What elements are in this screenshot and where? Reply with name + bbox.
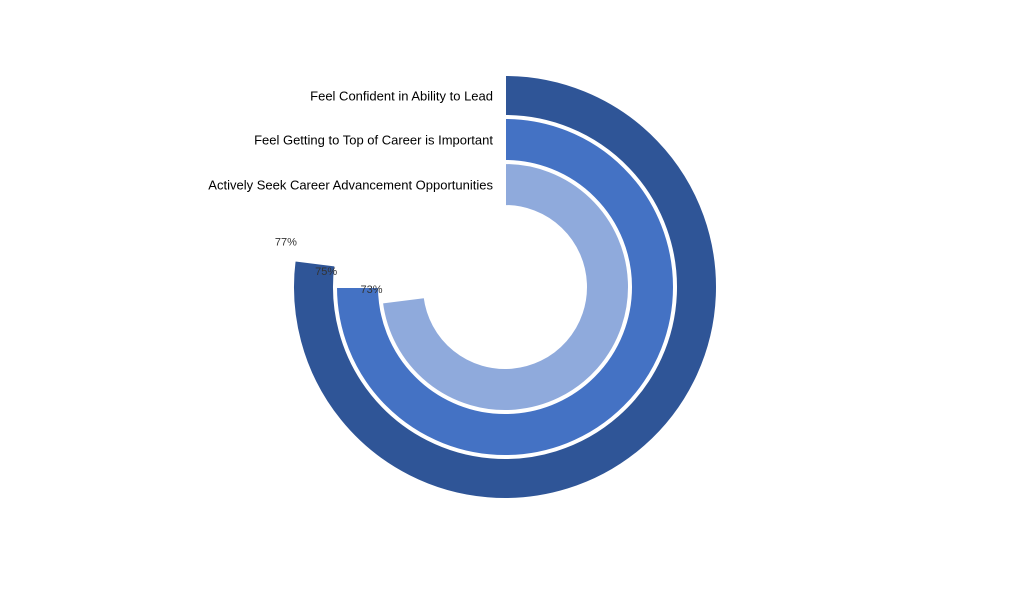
value-label-seek-advancement: 73% — [361, 284, 383, 296]
category-label-seek-advancement: Actively Seek Career Advancement Opportu… — [208, 178, 493, 193]
bar-confident — [292, 73, 718, 500]
value-label-top-of-career: 75% — [315, 266, 337, 278]
value-label-confident: 77% — [275, 237, 297, 249]
category-label-confident: Feel Confident in Ability to Lead — [310, 89, 493, 104]
category-label-top-of-career: Feel Getting to Top of Career is Importa… — [254, 133, 493, 148]
bar-top-of-career — [334, 116, 675, 457]
bar-seek-advancement — [380, 161, 630, 412]
